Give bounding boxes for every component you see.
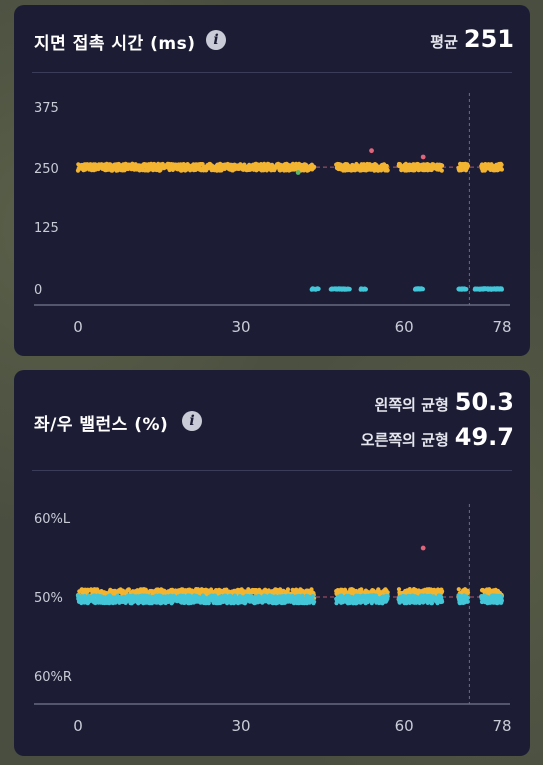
average-label: 평균 xyxy=(430,33,458,51)
right-balance-label: 오른쪽의 균형 xyxy=(360,431,449,449)
balance-chart: 60%L 50% 60%R 0 30 60 78 xyxy=(34,504,512,735)
y-tick-label: 125 xyxy=(34,221,59,236)
data-point xyxy=(126,587,131,592)
left-balance-stat: 왼쪽의 균형 50.3 xyxy=(375,388,514,416)
data-point xyxy=(385,594,390,599)
data-point xyxy=(440,599,445,604)
right-balance-stat: 오른쪽의 균형 49.7 xyxy=(361,423,514,451)
data-point xyxy=(300,593,305,598)
data-point xyxy=(499,598,504,603)
data-point xyxy=(385,168,390,173)
balance-card: 좌/우 밸런스 (%) i 왼쪽의 균형 50.3 오른쪽의 균형 49.7 6… xyxy=(14,370,530,756)
data-point xyxy=(499,167,504,172)
data-point xyxy=(396,587,402,592)
ground-contact-card: 지면 접촉 시간 (ms) i 평균 251 375 250 125 0 0 30 60 78 xyxy=(14,5,530,356)
data-point xyxy=(316,286,321,291)
data-point xyxy=(439,168,444,173)
ground-contact-chart: 375 250 125 0 0 30 60 78 xyxy=(34,93,512,336)
info-icon[interactable]: i xyxy=(206,30,226,50)
data-point xyxy=(420,287,425,292)
x-tick-label: 78 xyxy=(492,717,511,735)
data-point xyxy=(482,168,487,173)
data-point xyxy=(465,163,471,168)
data-point xyxy=(464,287,469,292)
data-point xyxy=(465,599,470,604)
data-point xyxy=(312,164,317,169)
y-tick-label: 0 xyxy=(34,283,42,298)
data-point xyxy=(499,287,504,292)
info-icon[interactable]: i xyxy=(182,411,202,431)
card-divider xyxy=(32,470,512,471)
left-balance-label: 왼쪽의 균형 xyxy=(374,396,449,414)
data-point xyxy=(95,587,100,592)
data-point xyxy=(440,589,445,594)
data-point xyxy=(361,162,366,167)
x-tick-label: 60 xyxy=(395,717,414,735)
right-balance-value: 49.7 xyxy=(454,423,514,451)
y-tick-label: 375 xyxy=(34,101,59,116)
data-point xyxy=(342,587,348,592)
data-point xyxy=(168,593,173,598)
data-point xyxy=(312,599,317,604)
data-point xyxy=(429,601,435,606)
y-tick-label: 50% xyxy=(34,591,63,606)
ground-contact-title: 지면 접촉 시간 (ms) xyxy=(34,34,196,54)
x-tick-label: 30 xyxy=(232,717,251,735)
balance-title: 좌/우 밸런스 (%) xyxy=(34,415,169,435)
data-point xyxy=(465,595,471,600)
x-tick-label: 0 xyxy=(73,318,83,336)
average-stat: 평균 251 xyxy=(430,25,514,53)
data-point xyxy=(465,590,471,595)
data-point xyxy=(456,587,461,592)
outlier-point xyxy=(369,148,374,154)
average-value: 251 xyxy=(463,25,514,53)
data-point xyxy=(385,590,390,595)
data-point xyxy=(285,587,291,592)
x-tick-label: 30 xyxy=(232,318,251,336)
x-tick-label: 60 xyxy=(395,318,414,336)
outlier-point xyxy=(420,154,426,160)
card-divider xyxy=(32,72,512,73)
data-point xyxy=(363,287,368,292)
y-tick-label: 60%L xyxy=(34,512,71,527)
data-point xyxy=(347,287,352,292)
x-tick-label: 0 xyxy=(73,717,83,735)
data-point xyxy=(120,588,126,593)
data-point xyxy=(499,162,504,167)
data-point xyxy=(310,594,315,599)
data-point xyxy=(499,595,504,600)
data-point xyxy=(384,163,389,169)
x-tick-label: 78 xyxy=(492,318,511,336)
y-tick-label: 60%R xyxy=(34,670,72,685)
left-balance-value: 50.3 xyxy=(454,388,514,416)
data-point xyxy=(309,587,314,592)
outlier-point xyxy=(295,170,301,175)
y-tick-label: 250 xyxy=(34,162,59,177)
data-point xyxy=(440,163,445,168)
data-point xyxy=(359,587,364,592)
outlier-point xyxy=(420,545,426,551)
